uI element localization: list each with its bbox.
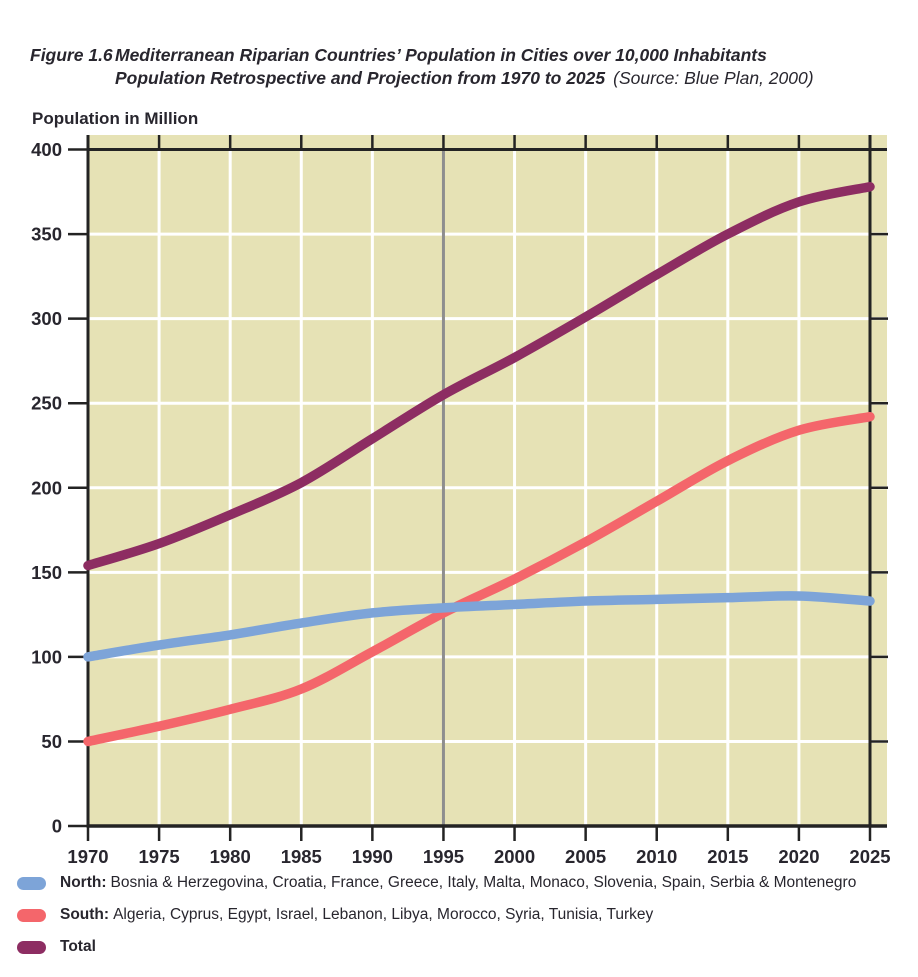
x-tick-label: 2025 <box>849 846 890 867</box>
y-tick-label: 350 <box>31 224 62 245</box>
legend-item-north: North: Bosnia & Herzegovina, Croatia, Fra… <box>17 874 856 892</box>
x-tick-label: 1975 <box>139 846 180 867</box>
x-tick-label: 1985 <box>281 846 322 867</box>
x-tick-label: 2015 <box>707 846 748 867</box>
legend-label-total: Total <box>60 938 96 955</box>
x-tick-label: 1980 <box>210 846 251 867</box>
figure-label: Figure 1.6 <box>30 45 113 65</box>
y-tick-label: 100 <box>31 646 62 667</box>
y-tick-label: 0 <box>52 816 62 837</box>
figure-source: (Source: Blue Plan, 2000) <box>613 68 814 88</box>
figure-title: Figure 1.6 Mediterranean Riparian Countr… <box>30 44 814 90</box>
legend-label-north: North: <box>60 874 107 891</box>
x-tick-label: 2005 <box>565 846 606 867</box>
legend-item-total: Total <box>17 938 856 956</box>
figure-title-line2: Population Retrospective and Projection … <box>115 67 814 90</box>
legend-text-north: North: Bosnia & Herzegovina, Croatia, Fra… <box>60 874 856 892</box>
figure-title-line2-text: Population Retrospective and Projection … <box>115 68 606 88</box>
x-tick-label: 2020 <box>778 846 819 867</box>
series-line-north <box>83 591 875 662</box>
x-tick-label: 1995 <box>423 846 464 867</box>
y-tick-label: 150 <box>31 562 62 583</box>
legend-text-total: Total <box>60 938 100 956</box>
legend-swatch-total <box>17 940 46 954</box>
x-tick-label: 2000 <box>494 846 535 867</box>
y-tick-label: 250 <box>31 393 62 414</box>
y-tick-label: 200 <box>31 477 62 498</box>
legend-label-south: South: <box>60 906 110 923</box>
legend: North: Bosnia & Herzegovina, Croatia, Fra… <box>17 874 856 956</box>
y-tick-label: 400 <box>31 139 62 160</box>
y-tick-label: 300 <box>31 308 62 329</box>
x-tick-label: 2010 <box>636 846 677 867</box>
x-tick-label: 1970 <box>67 846 108 867</box>
legend-swatch-south <box>17 908 46 922</box>
series-line-south <box>83 411 875 747</box>
y-axis-title: Population in Million <box>32 109 199 128</box>
figure-title-lines: Mediterranean Riparian Countries’ Popula… <box>115 44 814 90</box>
plot-background <box>88 135 887 826</box>
legend-countries-north: Bosnia & Herzegovina, Croatia, France, G… <box>110 874 857 891</box>
figure-title-line1: Mediterranean Riparian Countries’ Popula… <box>115 45 767 65</box>
legend-countries-south: Algeria, Cyprus, Egypt, Israel, Lebanon,… <box>113 906 654 923</box>
legend-swatch-north <box>17 876 46 890</box>
legend-text-south: South: Algeria, Cyprus, Egypt, Israel, Le… <box>60 906 653 924</box>
y-tick-label: 50 <box>41 731 62 752</box>
x-tick-label: 1990 <box>352 846 393 867</box>
series-line-total <box>83 181 875 571</box>
legend-item-south: South: Algeria, Cyprus, Egypt, Israel, Le… <box>17 906 856 924</box>
